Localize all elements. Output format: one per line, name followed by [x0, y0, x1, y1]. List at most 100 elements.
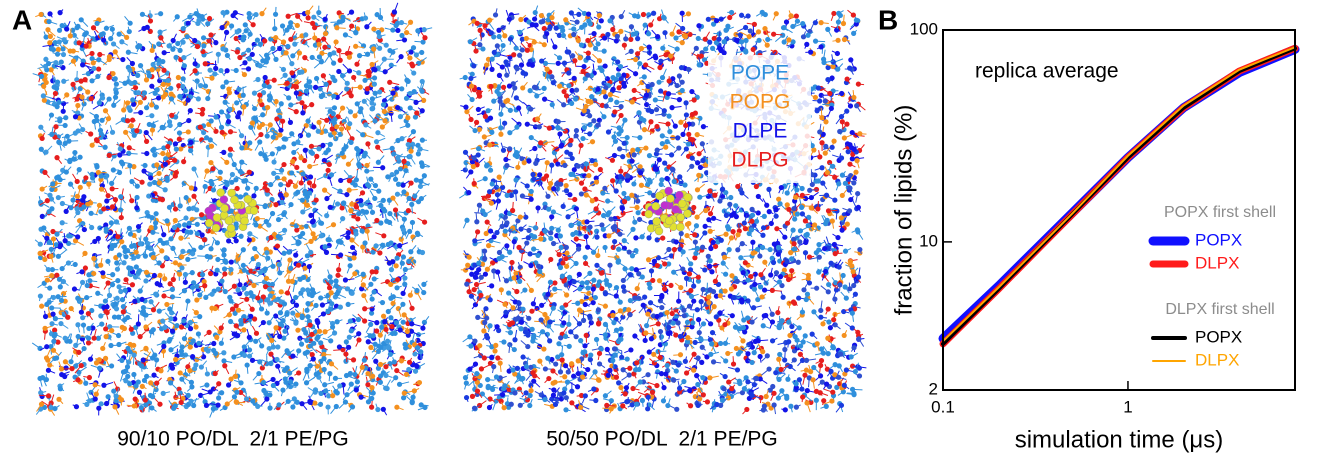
lipid-head [138, 110, 143, 115]
lipid-head [354, 62, 359, 67]
lipid-head [310, 231, 315, 236]
lipid-head [125, 100, 130, 105]
lipid-head [169, 363, 174, 368]
lipid-head [334, 404, 339, 409]
lipid-head [120, 57, 125, 62]
lipid-head [216, 52, 221, 57]
lipid-head [270, 46, 275, 51]
lipid-head [83, 175, 88, 180]
lipid-head [346, 162, 351, 167]
lipid-head [312, 25, 317, 30]
lipid-head [393, 177, 398, 182]
lipid-head [192, 68, 197, 73]
lipid-head [209, 292, 214, 297]
lipid-head [195, 231, 200, 236]
lipid-head [250, 398, 255, 403]
lipid-head [75, 24, 80, 29]
lipid-head [313, 85, 318, 90]
lipid-head [128, 266, 133, 271]
lipid-head [65, 315, 70, 320]
lipid-head [358, 109, 363, 114]
lipid-head [117, 252, 122, 257]
lipid-head [242, 353, 247, 358]
lipid-head [197, 292, 202, 297]
lipid-head [93, 382, 98, 387]
lipid-head [99, 321, 104, 326]
lipid-head [46, 267, 51, 272]
lipid-head [77, 167, 82, 172]
lipid-head [208, 179, 213, 184]
lipid-head [47, 193, 52, 198]
lipid-head [196, 96, 201, 101]
lipid-head [134, 128, 139, 133]
lipid-head [105, 259, 110, 264]
lipid-head [370, 296, 375, 301]
lipid-head [351, 357, 356, 362]
lipid-head [290, 53, 295, 58]
lipid-head [404, 30, 409, 35]
lipid-head [109, 246, 114, 251]
lipid-head [316, 146, 321, 151]
lipid-head [130, 97, 135, 102]
lipid-head [372, 82, 377, 87]
lipid-head [41, 225, 46, 230]
lipid-head [401, 189, 406, 194]
lipid-head [97, 357, 102, 362]
lipid-head [81, 204, 86, 209]
lipid-head [335, 319, 340, 324]
lipid-head [327, 285, 332, 290]
lipid-head [110, 272, 115, 277]
lipid-head [381, 233, 386, 238]
lipid-head [277, 262, 282, 267]
lipid-head [138, 63, 143, 68]
lipid-head [311, 183, 316, 188]
lipid-head [421, 282, 426, 287]
lipid-head [310, 151, 315, 156]
lipid-head [371, 333, 376, 338]
lipid-head [398, 54, 403, 59]
lipid-head [281, 67, 286, 72]
lipid-head [107, 96, 112, 101]
lipid-head [144, 270, 149, 275]
lipid-head [55, 80, 60, 85]
lipid-head [334, 124, 339, 129]
lipid-head [294, 165, 299, 170]
lipid-head [69, 306, 74, 311]
lipid-head [136, 44, 141, 49]
lipid-head [308, 363, 313, 368]
lipid-head [402, 312, 407, 317]
lipid-head [248, 314, 253, 319]
panel-label: A [12, 4, 32, 35]
lipid-head [303, 148, 308, 153]
lipid-head [288, 379, 293, 384]
lipid-head [115, 234, 120, 239]
lipid-head [373, 91, 378, 96]
lipid-head [362, 358, 367, 363]
lipid-head [309, 332, 314, 337]
lipid-head [201, 43, 206, 48]
lipid-head [183, 272, 188, 277]
lipid-head [38, 12, 43, 17]
lipid-head [105, 310, 110, 315]
lipid-head [106, 193, 111, 198]
lipid-head [49, 273, 54, 278]
lipid-head [278, 193, 283, 198]
lipid-head [273, 202, 278, 207]
lipid-head [149, 225, 154, 230]
lipid-head [99, 132, 104, 137]
lipid-head [127, 68, 132, 73]
lipid-head [55, 52, 60, 57]
lipid-head [50, 181, 55, 186]
lipid-head [414, 364, 419, 369]
lipid-head [331, 61, 336, 66]
lipid-head [205, 21, 210, 26]
lipid-head [143, 237, 148, 242]
lipid-head [326, 237, 331, 242]
lipid-head [184, 195, 189, 200]
lipid-head [104, 334, 109, 339]
lipid-head [47, 300, 52, 305]
lipid-head [96, 406, 101, 411]
lipid-head [238, 194, 243, 199]
lipid-head [301, 172, 306, 177]
lipid-head [281, 39, 286, 44]
